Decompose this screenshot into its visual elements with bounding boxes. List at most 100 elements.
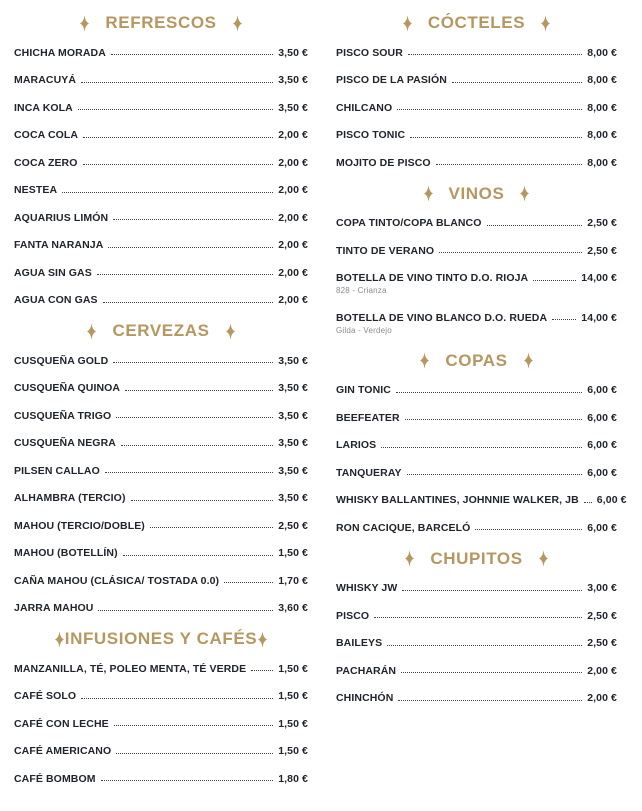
item-name: MAHOU (TERCIO/DOBLE)	[14, 519, 145, 532]
item-price: 1,70 €	[278, 574, 308, 587]
item-price: 8,00 €	[587, 129, 617, 142]
dotted-leader	[395, 391, 583, 393]
item-price: 1,50 €	[278, 662, 308, 675]
menu-section: VINOS COPA TINTO/COPA BLANCO 2,50 € TINT…	[336, 177, 617, 337]
menu-section: CÓCTELES PISCO SOUR 8,00 € PISCO DE LA P…	[336, 0, 617, 177]
menu-item-row: AQUARIUS LIMÓN 2,00 €	[14, 204, 308, 232]
dotted-leader	[125, 389, 274, 391]
menu-section: CERVEZAS CUSQUEÑA GOLD 3,50 € CUSQUEÑA Q…	[14, 314, 308, 622]
item-price: 6,00 €	[587, 384, 617, 397]
menu-item-row: CAFÉ AMERICANO 1,50 €	[14, 738, 308, 766]
item-price: 2,00 €	[278, 239, 308, 252]
dotted-leader	[401, 672, 583, 674]
dotted-leader	[113, 725, 274, 727]
menu-item-row: CAFÉ SOLO 1,50 €	[14, 683, 308, 711]
item-name: PILSEN CALLAO	[14, 464, 100, 477]
menu-item-row: CHINCHÓN 2,00 €	[336, 685, 617, 713]
item-name: BEEFEATER	[336, 411, 400, 424]
section-header: VINOS	[336, 183, 617, 205]
section-title: VINOS	[448, 183, 505, 203]
item-name: CAFÉ CON LECHE	[14, 717, 109, 730]
item-name: CAFÉ BOMBOM	[14, 772, 96, 785]
menu-item-row: MARACUYÁ 3,50 €	[14, 67, 308, 95]
dotted-leader	[439, 252, 583, 254]
dotted-leader	[116, 752, 274, 754]
item-name: BOTELLA DE VINO BLANCO D.O. RUEDA	[336, 311, 548, 324]
dotted-leader	[583, 501, 592, 503]
sparkle-four-point-icon	[225, 322, 235, 340]
item-name: COPA TINTO/COPA BLANCO	[336, 217, 482, 230]
sparkle-four-point-icon	[405, 550, 415, 567]
dotted-leader	[102, 301, 274, 303]
dotted-leader	[406, 474, 583, 476]
item-price: 14,00 €	[581, 272, 617, 285]
section-title: COPAS	[445, 350, 508, 370]
dotted-leader	[251, 670, 274, 672]
dotted-leader	[96, 274, 274, 276]
menu-section: INFUSIONES Y CAFÉS MANZANILLA, TÉ, POLEO…	[14, 622, 308, 793]
item-name: CUSQUEÑA QUINOA	[14, 382, 121, 395]
item-price: 2,00 €	[278, 266, 308, 279]
item-price: 6,00 €	[596, 494, 627, 507]
dotted-leader	[387, 644, 583, 646]
item-note: Gilda - Verdejo	[336, 325, 392, 335]
item-price: 3,50 €	[278, 46, 308, 59]
item-name: AGUA SIN GAS	[14, 266, 92, 279]
item-name: PISCO	[336, 609, 370, 622]
menu-item-row: CAFÉ BOMBOM 1,80 €	[14, 765, 308, 793]
item-price: 3,50 €	[278, 101, 308, 114]
menu-item-row: BAILEYS 2,50 €	[336, 630, 617, 658]
menu-item-row: PACHARÁN 2,00 €	[336, 657, 617, 685]
item-name: MAHOU (BOTELLÍN)	[14, 547, 118, 560]
menu-column-right: CÓCTELES PISCO SOUR 8,00 € PISCO DE LA P…	[336, 0, 626, 713]
dotted-leader	[77, 109, 274, 111]
dotted-leader	[116, 417, 274, 419]
menu-item-row: TINTO DE VERANO 2,50 €	[336, 237, 617, 265]
item-price: 2,00 €	[587, 664, 617, 677]
sparkle-four-point-icon	[523, 352, 533, 369]
menu-item-row: MANZANILLA, TÉ, POLEO MENTA, TÉ VERDE 1,…	[14, 655, 308, 683]
menu-item-row: PISCO 2,50 €	[336, 602, 617, 630]
menu-item-row: AGUA SIN GAS 2,00 €	[14, 259, 308, 287]
dotted-leader	[104, 472, 274, 474]
item-name: PISCO TONIC	[336, 129, 406, 142]
dotted-leader	[410, 136, 583, 138]
item-name: BAILEYS	[336, 637, 383, 650]
dotted-leader	[83, 136, 274, 138]
item-price: 8,00 €	[587, 46, 617, 59]
sparkle-four-point-icon	[402, 14, 412, 32]
section-title: CERVEZAS	[112, 321, 210, 340]
menu-item-row: BOTELLA DE VINO TINTO D.O. RIOJA 14,00 €	[336, 265, 617, 293]
menu-item-row: MOJITO DE PISCO 8,00 €	[336, 149, 617, 177]
dotted-leader	[100, 780, 274, 782]
sparkle-four-point-icon	[54, 630, 64, 648]
item-name: PACHARÁN	[336, 664, 397, 677]
menu-section: REFRESCOS CHICHA MORADA 3,50 € MARACUYÁ …	[14, 0, 308, 314]
dotted-leader	[451, 81, 583, 83]
item-name: JARRA MAHOU	[14, 602, 94, 615]
menu-item-row: PISCO DE LA PASIÓN 8,00 €	[336, 67, 617, 95]
menu-item-row: BEEFEATER 6,00 €	[336, 404, 617, 432]
menu-item-row: LARIOS 6,00 €	[336, 432, 617, 460]
sparkle-four-point-icon	[538, 550, 548, 567]
section-header: REFRESCOS	[14, 12, 308, 34]
menu-item-row: ALHAMBRA (TERCIO) 3,50 €	[14, 485, 308, 513]
dotted-leader	[552, 319, 577, 321]
dotted-leader	[81, 697, 274, 699]
item-name: RON CACIQUE, BARCELÓ	[336, 521, 471, 534]
item-name: CHILCANO	[336, 101, 393, 114]
item-name: CUSQUEÑA NEGRA	[14, 437, 116, 450]
dotted-leader	[62, 191, 274, 193]
dotted-leader	[533, 279, 577, 281]
item-name: WHISKY BALLANTINES, JOHNNIE WALKER, JB	[336, 494, 579, 507]
item-name: INCA KOLA	[14, 101, 73, 114]
item-name: CUSQUEÑA GOLD	[14, 354, 109, 367]
menu-section: CHUPITOS WHISKY JW 3,00 € PISCO 2,50 € B…	[336, 542, 617, 713]
item-price: 2,00 €	[278, 184, 308, 197]
menu-item-row: RON CACIQUE, BARCELÓ 6,00 €	[336, 514, 617, 542]
section-header: CERVEZAS	[14, 320, 308, 342]
menu-item-row: TANQUERAY 6,00 €	[336, 459, 617, 487]
dotted-leader	[486, 224, 583, 226]
dotted-leader	[110, 54, 274, 56]
item-price: 2,00 €	[278, 211, 308, 224]
